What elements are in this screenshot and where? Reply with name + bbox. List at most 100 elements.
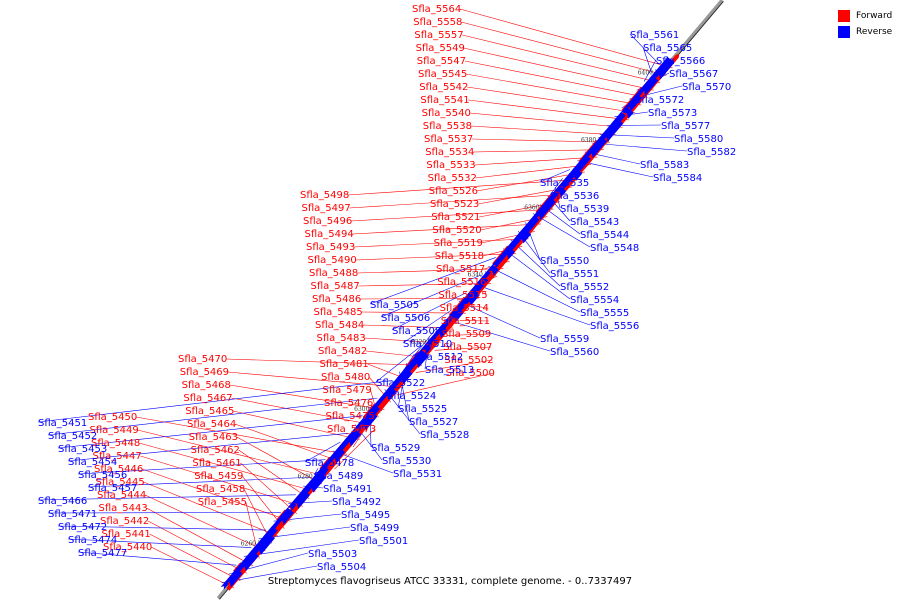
scale-tick-label: 6380 kbp [581,137,610,144]
reverse-gene-glyph [344,428,362,447]
reverse-gene-label: Sfla_5456 [78,470,127,481]
reverse-gene-label: Sfla_5565 [643,43,692,54]
callout-line [143,481,279,537]
gene-labels: Sfla_5440Sfla_5441Sfla_5442Sfla_5443Sfla… [38,4,736,573]
forward-gene-label: Sfla_5455 [198,497,247,508]
forward-gene-label: Sfla_5444 [97,490,146,501]
reverse-gene-label: Sfla_5544 [580,230,629,241]
callout-line [463,47,654,91]
callout-line [434,346,492,351]
forward-gene-label: Sfla_5459 [194,471,243,482]
caption: Streptomyces flavogriseus ATCC 33331, co… [267,576,633,587]
callout-line [443,318,551,352]
reverse-gene-glyph [410,349,429,369]
callout-line [592,142,688,152]
callout-line [240,462,298,515]
forward-gene-label: Sfla_5534 [425,147,474,158]
reverse-gene-label: Sfla_5504 [317,562,366,573]
forward-gene-label: Sfla_5564 [412,4,461,15]
callout-line [352,223,542,235]
reverse-gene-label: Sfla_5501 [359,536,408,547]
reverse-gene-glyph [620,106,634,119]
callout-line [484,290,487,296]
callout-line [227,371,404,388]
forward-gene-label: Sfla_5540 [422,108,471,119]
callout-line [229,384,385,411]
callout-line [461,21,667,76]
forward-gene-label: Sfla_5447 [93,451,142,462]
callout-line [231,397,373,425]
reverse-gene-label: Sfla_5555 [580,308,629,319]
forward-gene-label: Sfla_5485 [314,307,363,318]
reverse-gene-label: Sfla_5512 [414,352,463,363]
forward-gene-label: Sfla_5500 [446,368,495,379]
forward-gene-label: Sfla_5549 [416,43,465,54]
callout-line [47,397,378,436]
callout-line [468,99,629,121]
reverse-gene-label: Sfla_5543 [570,217,619,228]
reverse-gene-glyph [291,489,310,509]
reverse-gene-label: Sfla_5550 [540,256,589,267]
reverse-gene-label: Sfla_5453 [58,444,107,455]
reverse-gene-label: Sfla_5572 [635,95,684,106]
reverse-gene-glyph [372,391,389,410]
reverse-gene-glyph [554,185,567,198]
reverse-gene-glyph [544,191,559,207]
reverse-gene-label: Sfla_5499 [350,523,399,534]
forward-gene-label: Sfla_5490 [308,255,357,266]
gene-glyphs [220,53,680,591]
reverse-gene-label: Sfla_5582 [687,147,736,158]
callout-line [67,538,252,548]
forward-gene-label: Sfla_5468 [182,380,231,391]
callout-line [37,494,296,501]
forward-gene-label: Sfla_5486 [312,294,361,305]
reverse-gene-glyph [653,56,675,80]
callout-line [137,429,329,477]
forward-gene-label: Sfla_5521 [431,212,480,223]
callout-line [334,428,376,470]
legend-swatch-forward [838,10,850,22]
reverse-gene-label: Sfla_5513 [425,365,474,376]
legend-swatch-reverse [838,26,850,38]
callout-line [87,476,311,488]
callout-line [473,283,591,326]
callout-line [144,494,266,552]
reverse-gene-label: Sfla_5477 [78,548,127,559]
forward-gene-label: Sfla_5518 [435,251,484,262]
callout-line [380,274,482,318]
scale-tick-label: 6280 kbp [297,473,326,480]
scale-tick-label: 6400 kbp [638,70,667,77]
reverse-gene-glyph [505,233,524,253]
callout-line [462,34,661,84]
forward-gene-label: Sfla_5515 [438,290,487,301]
reverse-gene-glyph [558,172,575,191]
callout-line [47,512,281,514]
forward-gene-label: Sfla_5458 [196,484,245,495]
forward-gene-label: Sfla_5514 [440,303,489,314]
callout-line [234,423,341,463]
forward-gene-label: Sfla_5497 [302,203,351,214]
legend: Forward Reverse [838,8,892,40]
forward-gene-label: Sfla_5517 [436,264,485,275]
reverse-gene-label: Sfla_5466 [38,496,87,507]
scale-tick-label: 6340 kbp [468,272,497,279]
legend-item-forward: Forward [838,8,892,24]
forward-gene-label: Sfla_5448 [91,438,140,449]
callout-line [361,311,466,314]
reverse-gene-label: Sfla_5560 [550,347,599,358]
callout-line [149,533,241,581]
forward-gene-label: Sfla_5481 [320,359,369,370]
reverse-gene-label: Sfla_5580 [674,134,723,145]
callout-line [375,345,422,383]
reverse-gene-glyph [424,330,440,348]
reverse-gene-label: Sfla_5584 [653,173,702,184]
callout-line [135,416,347,455]
forward-gene-label: Sfla_5511 [441,316,490,327]
forward-gene-label: Sfla_5526 [429,186,478,197]
callout-line [475,164,592,179]
reverse-gene-label: Sfla_5528 [420,430,469,441]
reverse-gene-label: Sfla_5573 [648,108,697,119]
forward-gene-label: Sfla_5446 [94,464,143,475]
forward-gene-label: Sfla_5533 [426,160,475,171]
